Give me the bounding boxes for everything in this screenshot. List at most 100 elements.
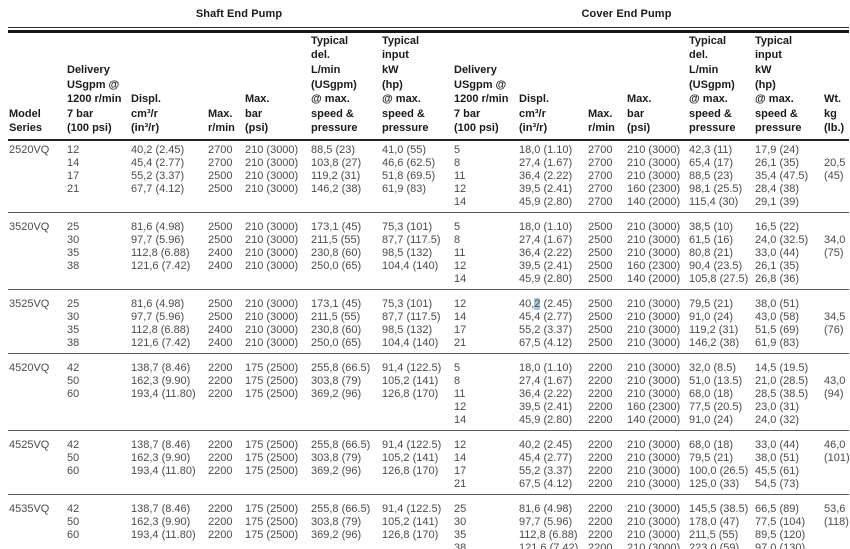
cover-typical-delivery-cell: 80,8 (21) (689, 247, 734, 259)
cover-typical-delivery-cell: 91,0 (24) (689, 311, 734, 323)
cover-max-rpm-cell: 2200 (588, 465, 613, 477)
shaft-typical-input-cell (382, 196, 454, 209)
model-series-cell (9, 388, 67, 401)
shaft-delivery-cell: 21 (67, 183, 80, 195)
shaft-max-bar-cell: 175 (2500) (245, 516, 299, 528)
model-series-cell (9, 401, 67, 414)
group-divider (8, 212, 849, 213)
cover-typical-input-cell: 29,1 (39) (755, 196, 800, 208)
cover-typical-delivery-cell: 61,5 (16) (689, 234, 734, 246)
cover-displacement-cell: 18,0 (1.10) (519, 221, 573, 233)
cover-typical-delivery-cell: 77,5 (20.5) (689, 401, 743, 413)
table-body: 2520VQ 12 40,2 (2.45) 2700 210 (3000) 88,5 (2… (0, 141, 850, 549)
cover-delivery-cell: 5 (454, 144, 461, 156)
cover-displacement-cell: 36,4 (2.22) (519, 170, 573, 182)
shaft-delivery-cell: 30 (67, 234, 80, 246)
shaft-max-rpm-cell: 2200 (208, 439, 233, 451)
shaft-max-bar-cell: 210 (3000) (245, 324, 299, 336)
cover-typical-delivery-cell: 223,0 (59) (689, 542, 740, 549)
cover-delivery-cell: 17 (454, 465, 467, 477)
shaft-displacement-cell: 162,3 (9.90) (131, 452, 191, 464)
cover-max-bar-cell: 210 (3000) (627, 439, 681, 451)
weight-cell: (94) (824, 388, 844, 400)
cover-max-bar-cell: 210 (3000) (627, 478, 681, 490)
shaft-max-bar-cell: 175 (2500) (245, 375, 299, 387)
shaft-displacement-cell (131, 414, 208, 427)
cover-displacement-cell: 27,4 (1.67) (519, 234, 573, 246)
weight-cell (824, 144, 850, 157)
shaft-typical-delivery-cell (311, 273, 382, 286)
shaft-delivery-cell (67, 196, 131, 209)
cover-typical-delivery-cell: 65,4 (17) (689, 157, 734, 169)
shaft-max-bar-cell: 175 (2500) (245, 452, 299, 464)
shaft-delivery-cell (67, 401, 131, 414)
shaft-typical-delivery-cell: 369,2 (96) (311, 529, 362, 541)
group-divider (8, 430, 849, 431)
cover-max-bar-cell: 160 (2300) (627, 401, 681, 413)
cover-typical-delivery-cell: 90,4 (23.5) (689, 260, 743, 272)
shaft-max-rpm-cell (208, 273, 245, 286)
shaft-displacement-cell: 162,3 (9.90) (131, 375, 191, 387)
shaft-delivery-cell (67, 478, 131, 491)
cover-typical-input-cell: 97,0 (130) (755, 542, 806, 549)
shaft-typical-delivery-cell: 173,1 (45) (311, 221, 362, 233)
cover-max-bar-cell: 210 (3000) (627, 170, 681, 182)
shaft-displacement-cell: 97,7 (5.96) (131, 234, 185, 246)
weight-cell (824, 260, 850, 273)
shaft-typical-delivery-cell: 303,8 (79) (311, 452, 362, 464)
model-series-cell (9, 478, 67, 491)
shaft-typical-delivery-cell (311, 478, 382, 491)
weight-cell: (76) (824, 324, 844, 336)
shaft-displacement-cell (131, 401, 208, 414)
shaft-max-bar-cell: 210 (3000) (245, 234, 299, 246)
cover-typical-delivery-cell: 145,5 (38.5) (689, 503, 749, 515)
model-series-cell: 2520VQ (9, 144, 50, 156)
column-header-row: Model Series Delivery USgpm @ 1200 r/min… (0, 33, 850, 138)
shaft-typical-input-cell (382, 273, 454, 286)
shaft-max-bar-cell: 175 (2500) (245, 503, 299, 515)
weight-cell (824, 362, 850, 375)
cover-typical-input-cell: 35,4 (47.5) (755, 170, 809, 182)
cover-typical-input-cell: 45,5 (61) (755, 465, 800, 477)
shaft-typical-input-cell: 91,4 (122.5) (382, 439, 442, 451)
weight-cell (824, 183, 850, 196)
shaft-max-rpm-cell (208, 414, 245, 427)
shaft-delivery-cell: 12 (67, 144, 80, 156)
shaft-displacement-cell: 40,2 (2.45) (131, 144, 185, 156)
shaft-displacement-cell (131, 196, 208, 209)
shaft-displacement-cell: 121,6 (7.42) (131, 260, 191, 272)
shaft-max-bar-cell (245, 196, 311, 209)
cover-delivery-cell: 35 (454, 529, 467, 541)
cover-delivery-cell: 5 (454, 362, 461, 374)
cover-typical-delivery-cell: 42,3 (11) (689, 144, 733, 156)
model-series-cell (9, 337, 67, 350)
shaft-delivery-cell: 50 (67, 452, 80, 464)
shaft-max-rpm-cell: 2400 (208, 260, 233, 272)
shaft-delivery-cell: 50 (67, 516, 80, 528)
cover-max-bar-cell: 210 (3000) (627, 337, 681, 349)
cover-displacement-cell: 18,0 (1.10) (519, 362, 573, 374)
shaft-typical-input-cell (382, 414, 454, 427)
cover-max-bar-cell: 140 (2000) (627, 196, 681, 208)
cover-displacement-cell: 39,5 (2.41) (519, 260, 573, 272)
shaft-max-rpm-cell: 2500 (208, 311, 233, 323)
cover-typical-delivery-cell: 88,5 (23) (689, 170, 734, 182)
cover-max-bar-cell: 210 (3000) (627, 324, 681, 336)
cover-displacement-cell: 112,8 (6.88) (519, 529, 578, 541)
shaft-displacement-cell: 55,2 (3.37) (131, 170, 185, 182)
model-series-cell (9, 157, 67, 170)
shaft-delivery-cell: 42 (67, 439, 80, 451)
model-series-cell: 4525VQ (9, 439, 50, 451)
group-divider (8, 353, 849, 354)
shaft-typical-delivery-cell: 146,2 (38) (311, 183, 362, 195)
shaft-typical-input-cell: 126,8 (170) (382, 388, 439, 400)
model-series-cell (9, 311, 67, 324)
shaft-typical-input-cell: 75,3 (101) (382, 221, 433, 233)
cover-max-rpm-cell: 2200 (588, 401, 613, 413)
cover-max-bar-cell: 140 (2000) (627, 414, 681, 426)
shaft-delivery-cell: 30 (67, 311, 80, 323)
shaft-max-bar-cell: 175 (2500) (245, 362, 299, 374)
model-group-4525VQ: 4525VQ 42 138,7 (8.46) 2200 175 (2500) 255,8 … (0, 436, 850, 491)
model-series-cell: 4520VQ (9, 362, 50, 374)
